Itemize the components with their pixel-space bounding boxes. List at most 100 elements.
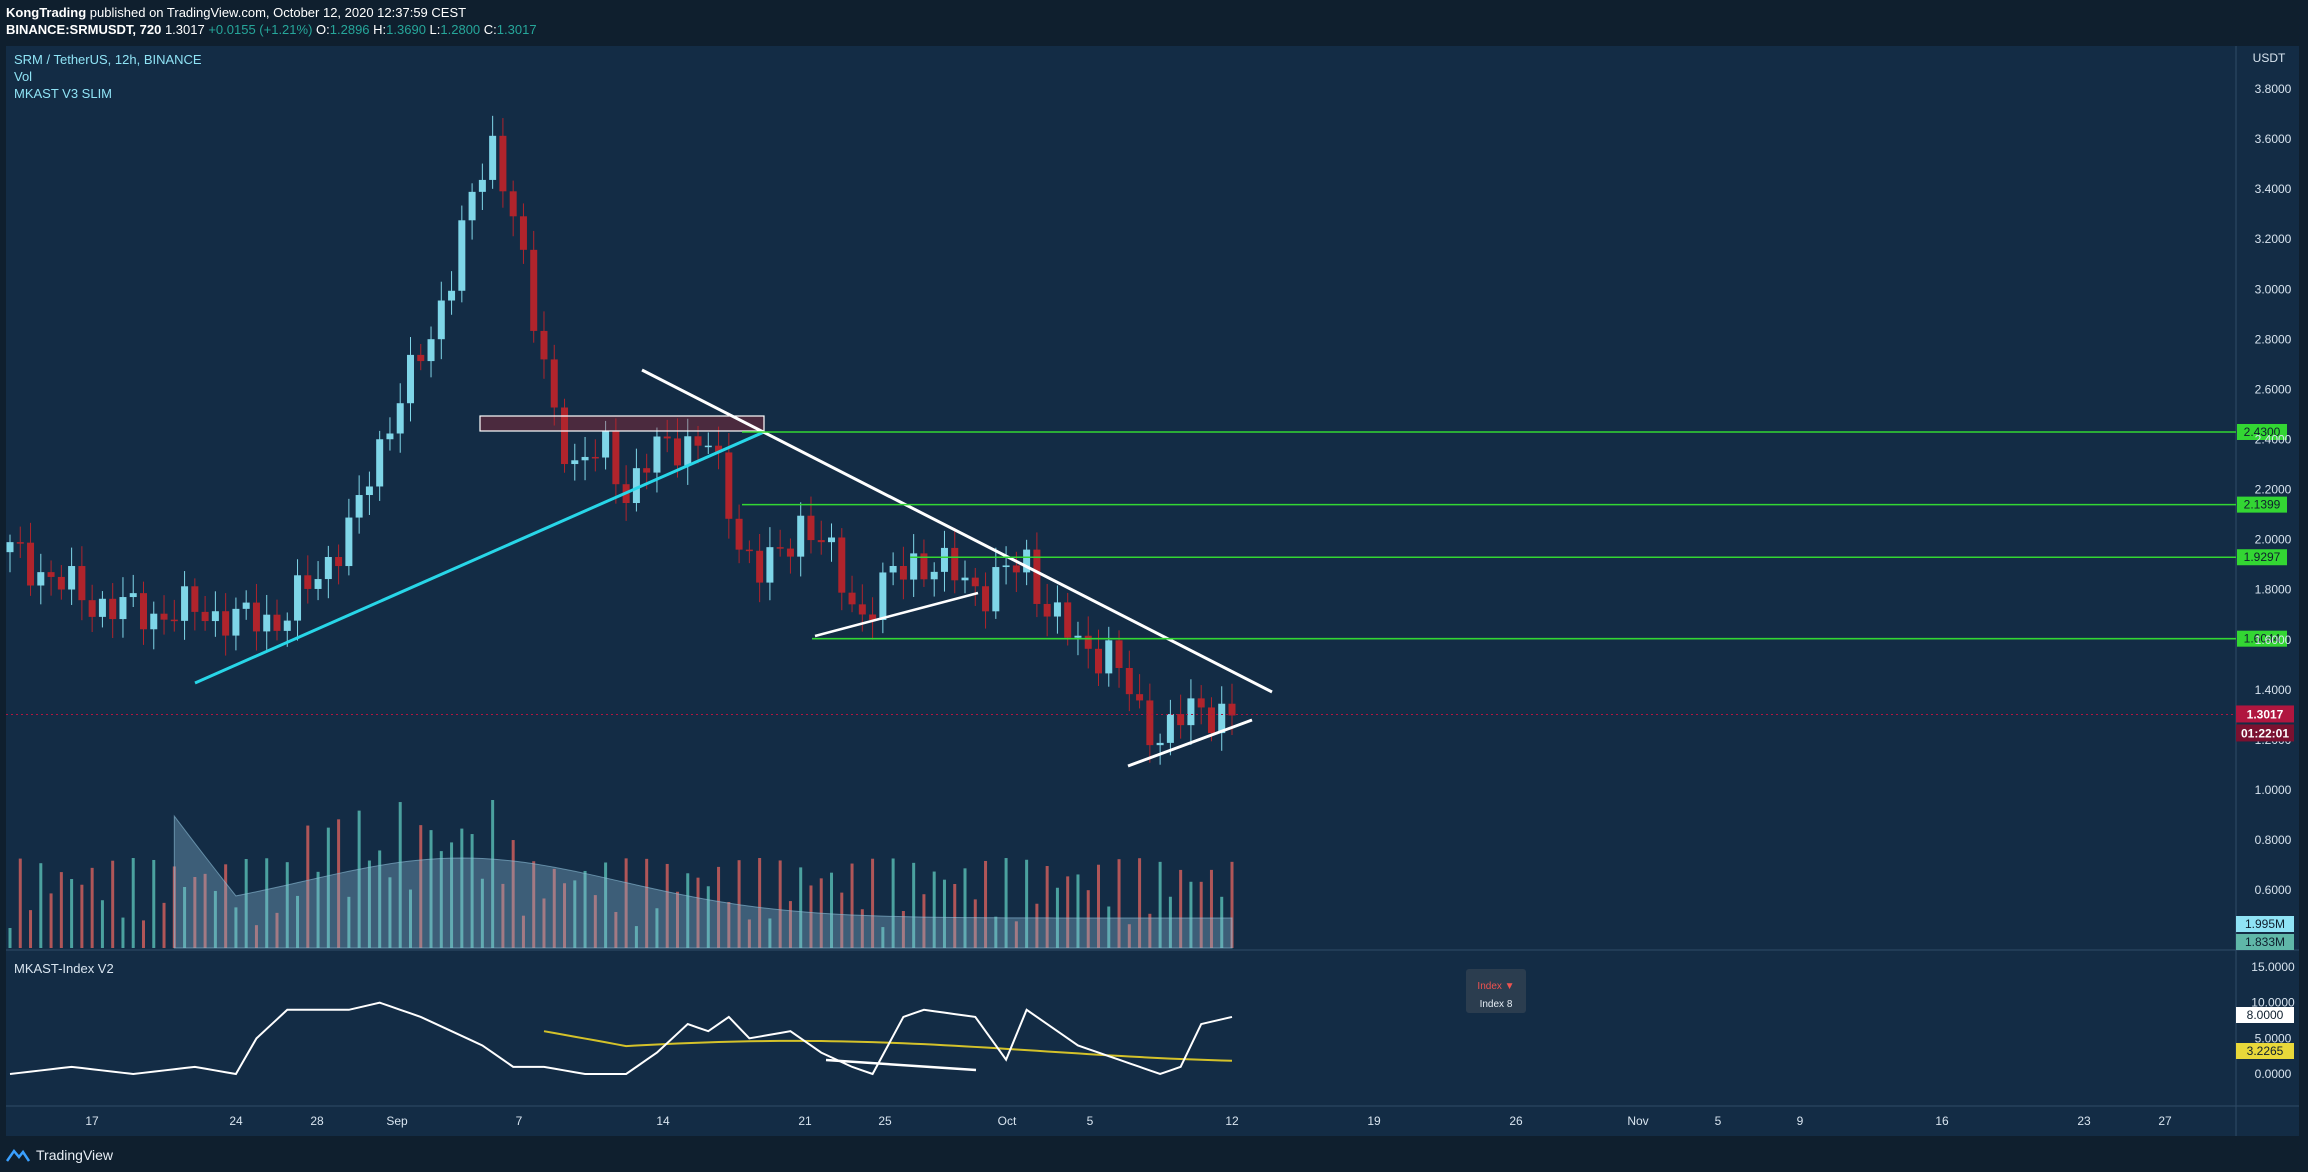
volume-bar xyxy=(1014,921,1018,948)
candle-body xyxy=(294,575,302,621)
resistance-zone-box[interactable] xyxy=(479,415,765,432)
index-marker[interactable]: Index ▼ Index 8 xyxy=(1466,969,1526,1013)
candle-body xyxy=(725,452,733,519)
candle-body xyxy=(406,354,414,404)
volume-bar xyxy=(778,860,782,948)
candle-body xyxy=(345,517,353,567)
low-value: 1.2800 xyxy=(440,22,481,37)
ascending-trendline[interactable] xyxy=(194,430,765,685)
last-price-bg xyxy=(2236,705,2294,723)
volume-bar xyxy=(152,859,156,948)
chart-title[interactable]: SRM / TetherUS, 12h, BINANCE xyxy=(14,52,202,67)
volume-bar xyxy=(111,860,115,948)
low-label: L: xyxy=(429,22,441,37)
candle-body xyxy=(632,468,640,504)
candle-body xyxy=(1177,714,1185,726)
candle-body xyxy=(571,460,579,465)
volume-bar xyxy=(686,873,690,948)
volume-bar xyxy=(141,920,145,948)
index-legend[interactable]: MKAST-Index V2 xyxy=(14,961,114,976)
volume-bar xyxy=(511,840,515,948)
volume-bar xyxy=(1220,896,1224,948)
volume-tag-1-bg xyxy=(2236,916,2294,932)
candle-body xyxy=(109,598,117,620)
index-value-label: 8.0000 xyxy=(2247,1008,2284,1022)
candle-body xyxy=(1228,703,1236,716)
index-divergence-line[interactable] xyxy=(825,1058,977,1072)
volume-bar xyxy=(1117,859,1121,948)
price-chart[interactable]: USDT 2.4300 2.1399 1.9297 1.6044 3.8000 3.60… xyxy=(0,40,2308,1140)
volume-bar xyxy=(1045,866,1049,948)
volume-bar xyxy=(953,884,957,948)
candle-body xyxy=(561,407,569,465)
candle-body xyxy=(263,614,271,632)
wedge-trendline[interactable] xyxy=(814,591,979,638)
price-tick-label: 0.8000 xyxy=(2255,833,2292,847)
support-trendline[interactable] xyxy=(1127,718,1253,768)
volume-bar xyxy=(18,858,22,948)
index-marker-box[interactable] xyxy=(1466,969,1526,1013)
candle-body xyxy=(119,597,127,620)
candle-body xyxy=(1084,635,1092,649)
volume-bar xyxy=(912,862,916,948)
indicator-legend[interactable]: MKAST V3 SLIM xyxy=(14,86,113,101)
volume-bar xyxy=(183,887,187,948)
volume-bar xyxy=(1025,859,1029,948)
volume-bar xyxy=(326,827,330,948)
price-tick-label: 3.0000 xyxy=(2255,282,2292,296)
volume-bar xyxy=(1086,890,1090,948)
candle-body xyxy=(951,547,959,581)
candle-body xyxy=(704,445,712,448)
volume-bar xyxy=(655,908,659,948)
close-value: 1.3017 xyxy=(496,22,537,37)
candle-body xyxy=(191,586,199,612)
time-tick-label: Sep xyxy=(386,1114,408,1128)
symbol-info[interactable]: BINANCE:SRMUSDT, 720 xyxy=(6,22,162,37)
chart-background xyxy=(6,46,2236,1136)
candle-body xyxy=(715,445,723,453)
level-label: 1.9297 xyxy=(2244,550,2281,564)
candle-body xyxy=(1166,714,1174,743)
candle-body xyxy=(489,135,497,180)
candle-body xyxy=(468,191,476,221)
candle-body xyxy=(1136,694,1144,701)
volume-bar xyxy=(1138,858,1142,948)
candle-body xyxy=(222,611,230,636)
price-axis[interactable] xyxy=(2236,46,2299,1136)
volume-bar xyxy=(1097,864,1101,948)
time-axis-labels[interactable]: 17 24 28 Sep 7 14 21 25 Oct 5 12 19 26 Nov 5 9 16 23 27 xyxy=(85,1114,2172,1128)
candle-body xyxy=(509,191,517,217)
candle-body xyxy=(448,290,456,301)
volume-legend[interactable]: Vol xyxy=(14,69,33,84)
volume-bar xyxy=(871,858,875,948)
candle-body xyxy=(160,613,168,620)
candle-body xyxy=(673,438,681,466)
candle-body xyxy=(335,557,343,567)
candle-body xyxy=(550,359,558,408)
candle-body xyxy=(786,548,794,557)
volume-bar xyxy=(1066,876,1070,948)
index-pane[interactable] xyxy=(9,1001,1233,1076)
publish-info: published on TradingView.com, October 12… xyxy=(89,5,467,20)
index-tick-label: 10.0000 xyxy=(2251,996,2295,1010)
volume-bar xyxy=(768,918,772,948)
candle-body xyxy=(68,566,76,590)
index-tick-label: 15.0000 xyxy=(2251,960,2295,974)
volume-bar xyxy=(90,867,94,948)
time-tick-label: 9 xyxy=(1797,1114,1804,1128)
volume-bar xyxy=(131,858,135,948)
volume-bar xyxy=(367,860,371,948)
candle-body xyxy=(283,620,291,631)
index-value-tags: 8.0000 3.2265 xyxy=(2236,1007,2294,1059)
candle-body xyxy=(437,300,445,340)
tradingview-brand[interactable]: TradingView xyxy=(6,1147,113,1163)
candle-body xyxy=(16,542,24,544)
volume-tag-2-bg xyxy=(2236,934,2294,950)
price-tick-label: 3.8000 xyxy=(2255,82,2292,96)
volume-bar xyxy=(696,877,700,948)
last-price-tag: 1.3017 01:22:01 xyxy=(2236,705,2294,742)
author-name[interactable]: KongTrading xyxy=(6,5,87,20)
horizontal-levels[interactable]: 2.4300 2.1399 1.9297 1.6044 xyxy=(742,423,2287,647)
volume-bar xyxy=(59,872,63,948)
level-label: 2.4300 xyxy=(2244,425,2281,439)
